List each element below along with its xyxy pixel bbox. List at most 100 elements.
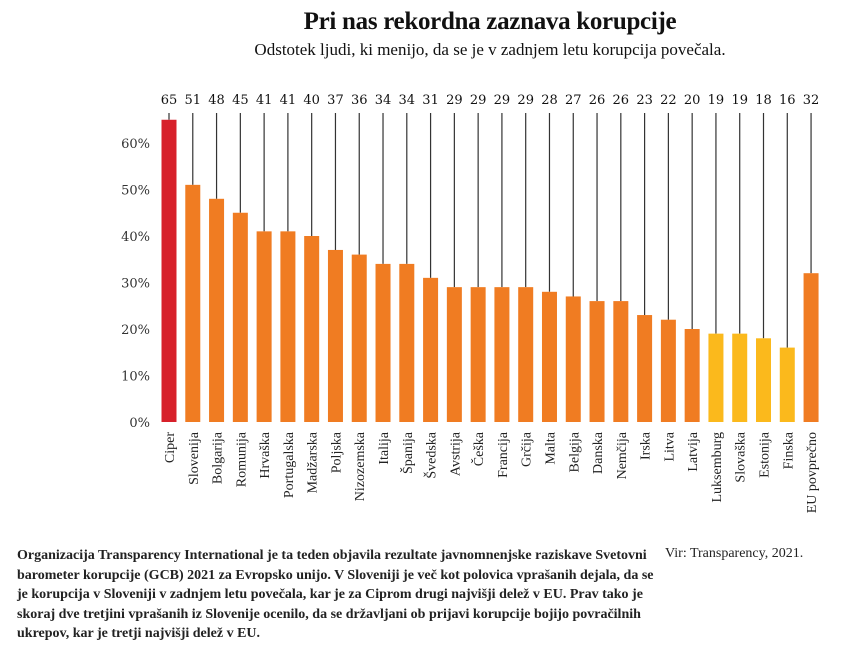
- value-label: 23: [636, 93, 653, 108]
- bar-grčija: [518, 287, 534, 422]
- bar-poljska: [327, 249, 343, 422]
- bar-švedska: [423, 277, 439, 422]
- bar-španija: [399, 263, 415, 422]
- value-label: 29: [470, 93, 487, 108]
- value-label: 41: [256, 93, 273, 108]
- y-axis: 0% 10% 20% 30% 40% 50% 60%: [121, 137, 150, 431]
- bar-slovaška: [732, 333, 748, 422]
- value-label: 51: [185, 93, 202, 108]
- y-tick-label: 10%: [121, 370, 150, 385]
- bar-belgija: [565, 296, 581, 422]
- bar-bolgarija: [209, 198, 225, 422]
- category-label: Češka: [470, 431, 487, 466]
- value-label: 34: [399, 93, 416, 108]
- chart-subtitle: Odstotek ljudi, ki menijo, da se je v za…: [254, 40, 726, 59]
- category-label: Madžarska: [306, 431, 321, 493]
- leader-lines: [168, 113, 812, 348]
- bar-danska: [589, 301, 605, 422]
- bar-eu-povprečno: [803, 273, 819, 422]
- y-tick-label: 0%: [129, 416, 150, 431]
- category-label: EU povprečno: [805, 432, 820, 513]
- bar-malta: [541, 291, 557, 422]
- value-label: 27: [565, 93, 582, 108]
- bar-češka: [470, 287, 486, 422]
- value-label: 22: [660, 93, 677, 108]
- chart-title: Pri nas rekordna zaznava korupcije: [303, 8, 677, 35]
- value-label: 40: [303, 93, 320, 108]
- bar-madžarska: [304, 236, 320, 422]
- value-label: 16: [779, 93, 796, 108]
- value-label: 29: [446, 93, 463, 108]
- value-label: 41: [280, 93, 297, 108]
- value-label: 45: [232, 93, 249, 108]
- category-label: Avstrija: [448, 431, 463, 476]
- category-label: Ciper: [163, 432, 178, 463]
- value-label: 19: [731, 93, 748, 108]
- category-labels: Ciper Slovenija Bolgarija Romunija Hrvaška Po…: [163, 431, 820, 513]
- category-label: Švedska: [423, 431, 440, 478]
- category-label: Nemčija: [615, 431, 630, 479]
- category-label: Danska: [591, 431, 606, 474]
- bar-slovenija: [185, 184, 201, 422]
- value-label: 28: [541, 93, 558, 108]
- value-label: 37: [327, 93, 344, 108]
- source-text: Vir: Transparency, 2021.: [665, 546, 804, 561]
- category-label: Malta: [543, 431, 558, 464]
- bar-chart: 0% 10% 20% 30% 40% 50% 60% 65 51 48 45 41 41 40 37 36 3…: [121, 93, 820, 513]
- category-label: Poljska: [329, 431, 344, 473]
- category-label: Nizozemska: [353, 431, 368, 501]
- category-label: Belgija: [567, 431, 582, 472]
- category-label: Finska: [781, 431, 796, 469]
- value-label: 19: [708, 93, 725, 108]
- value-label: 29: [517, 93, 534, 108]
- category-label: Bolgarija: [211, 431, 226, 484]
- bar-hrvaška: [256, 231, 272, 422]
- bar-ciper: [161, 119, 177, 422]
- value-label: 32: [803, 93, 820, 108]
- category-label: Latvija: [686, 431, 701, 471]
- bar-luksemburg: [708, 333, 724, 422]
- category-label: Litva: [662, 431, 677, 461]
- bar-italija: [375, 263, 391, 422]
- value-label: 26: [613, 93, 630, 108]
- bar-portugalska: [280, 231, 296, 422]
- y-tick-label: 60%: [121, 137, 150, 152]
- category-label: Luksemburg: [710, 432, 725, 503]
- bar-romunija: [232, 212, 248, 422]
- bar-nizozemska: [351, 254, 367, 422]
- category-label: Slovaška: [734, 431, 749, 482]
- value-labels: 65 51 48 45 41 41 40 37 36 34 34 31 29 29 29 29 28 27 26 26…: [161, 93, 820, 108]
- bar-finska: [779, 347, 795, 422]
- y-tick-label: 20%: [121, 323, 150, 338]
- bar-nemčija: [613, 301, 629, 422]
- category-label: Grčija: [520, 431, 535, 467]
- category-label: Francija: [496, 431, 511, 478]
- bar-estonija: [756, 338, 771, 422]
- value-label: 29: [494, 93, 511, 108]
- category-label: Portugalska: [282, 431, 297, 498]
- category-label: Slovenija: [187, 431, 202, 485]
- category-label: Hrvaška: [258, 431, 273, 478]
- bar-litva: [660, 319, 676, 422]
- footnote-text: Organizacija Transparency International …: [17, 548, 654, 641]
- y-tick-label: 30%: [121, 277, 150, 292]
- category-label: Romunija: [234, 431, 249, 487]
- y-tick-label: 40%: [121, 230, 150, 245]
- value-label: 36: [351, 93, 368, 108]
- value-label: 31: [422, 93, 439, 108]
- category-label: Italija: [377, 431, 392, 464]
- category-label: Estonija: [758, 431, 773, 478]
- bars: [161, 119, 819, 422]
- category-label: Španija: [399, 431, 416, 474]
- value-label: 48: [208, 93, 225, 108]
- value-label: 20: [684, 93, 701, 108]
- category-label: Irska: [639, 431, 654, 460]
- bar-irska: [637, 315, 653, 422]
- bar-avstrija: [446, 287, 462, 422]
- y-tick-label: 50%: [121, 184, 150, 199]
- value-label: 65: [161, 93, 178, 108]
- value-label: 34: [375, 93, 392, 108]
- value-label: 18: [755, 93, 772, 108]
- value-label: 26: [589, 93, 606, 108]
- bar-latvija: [684, 329, 700, 422]
